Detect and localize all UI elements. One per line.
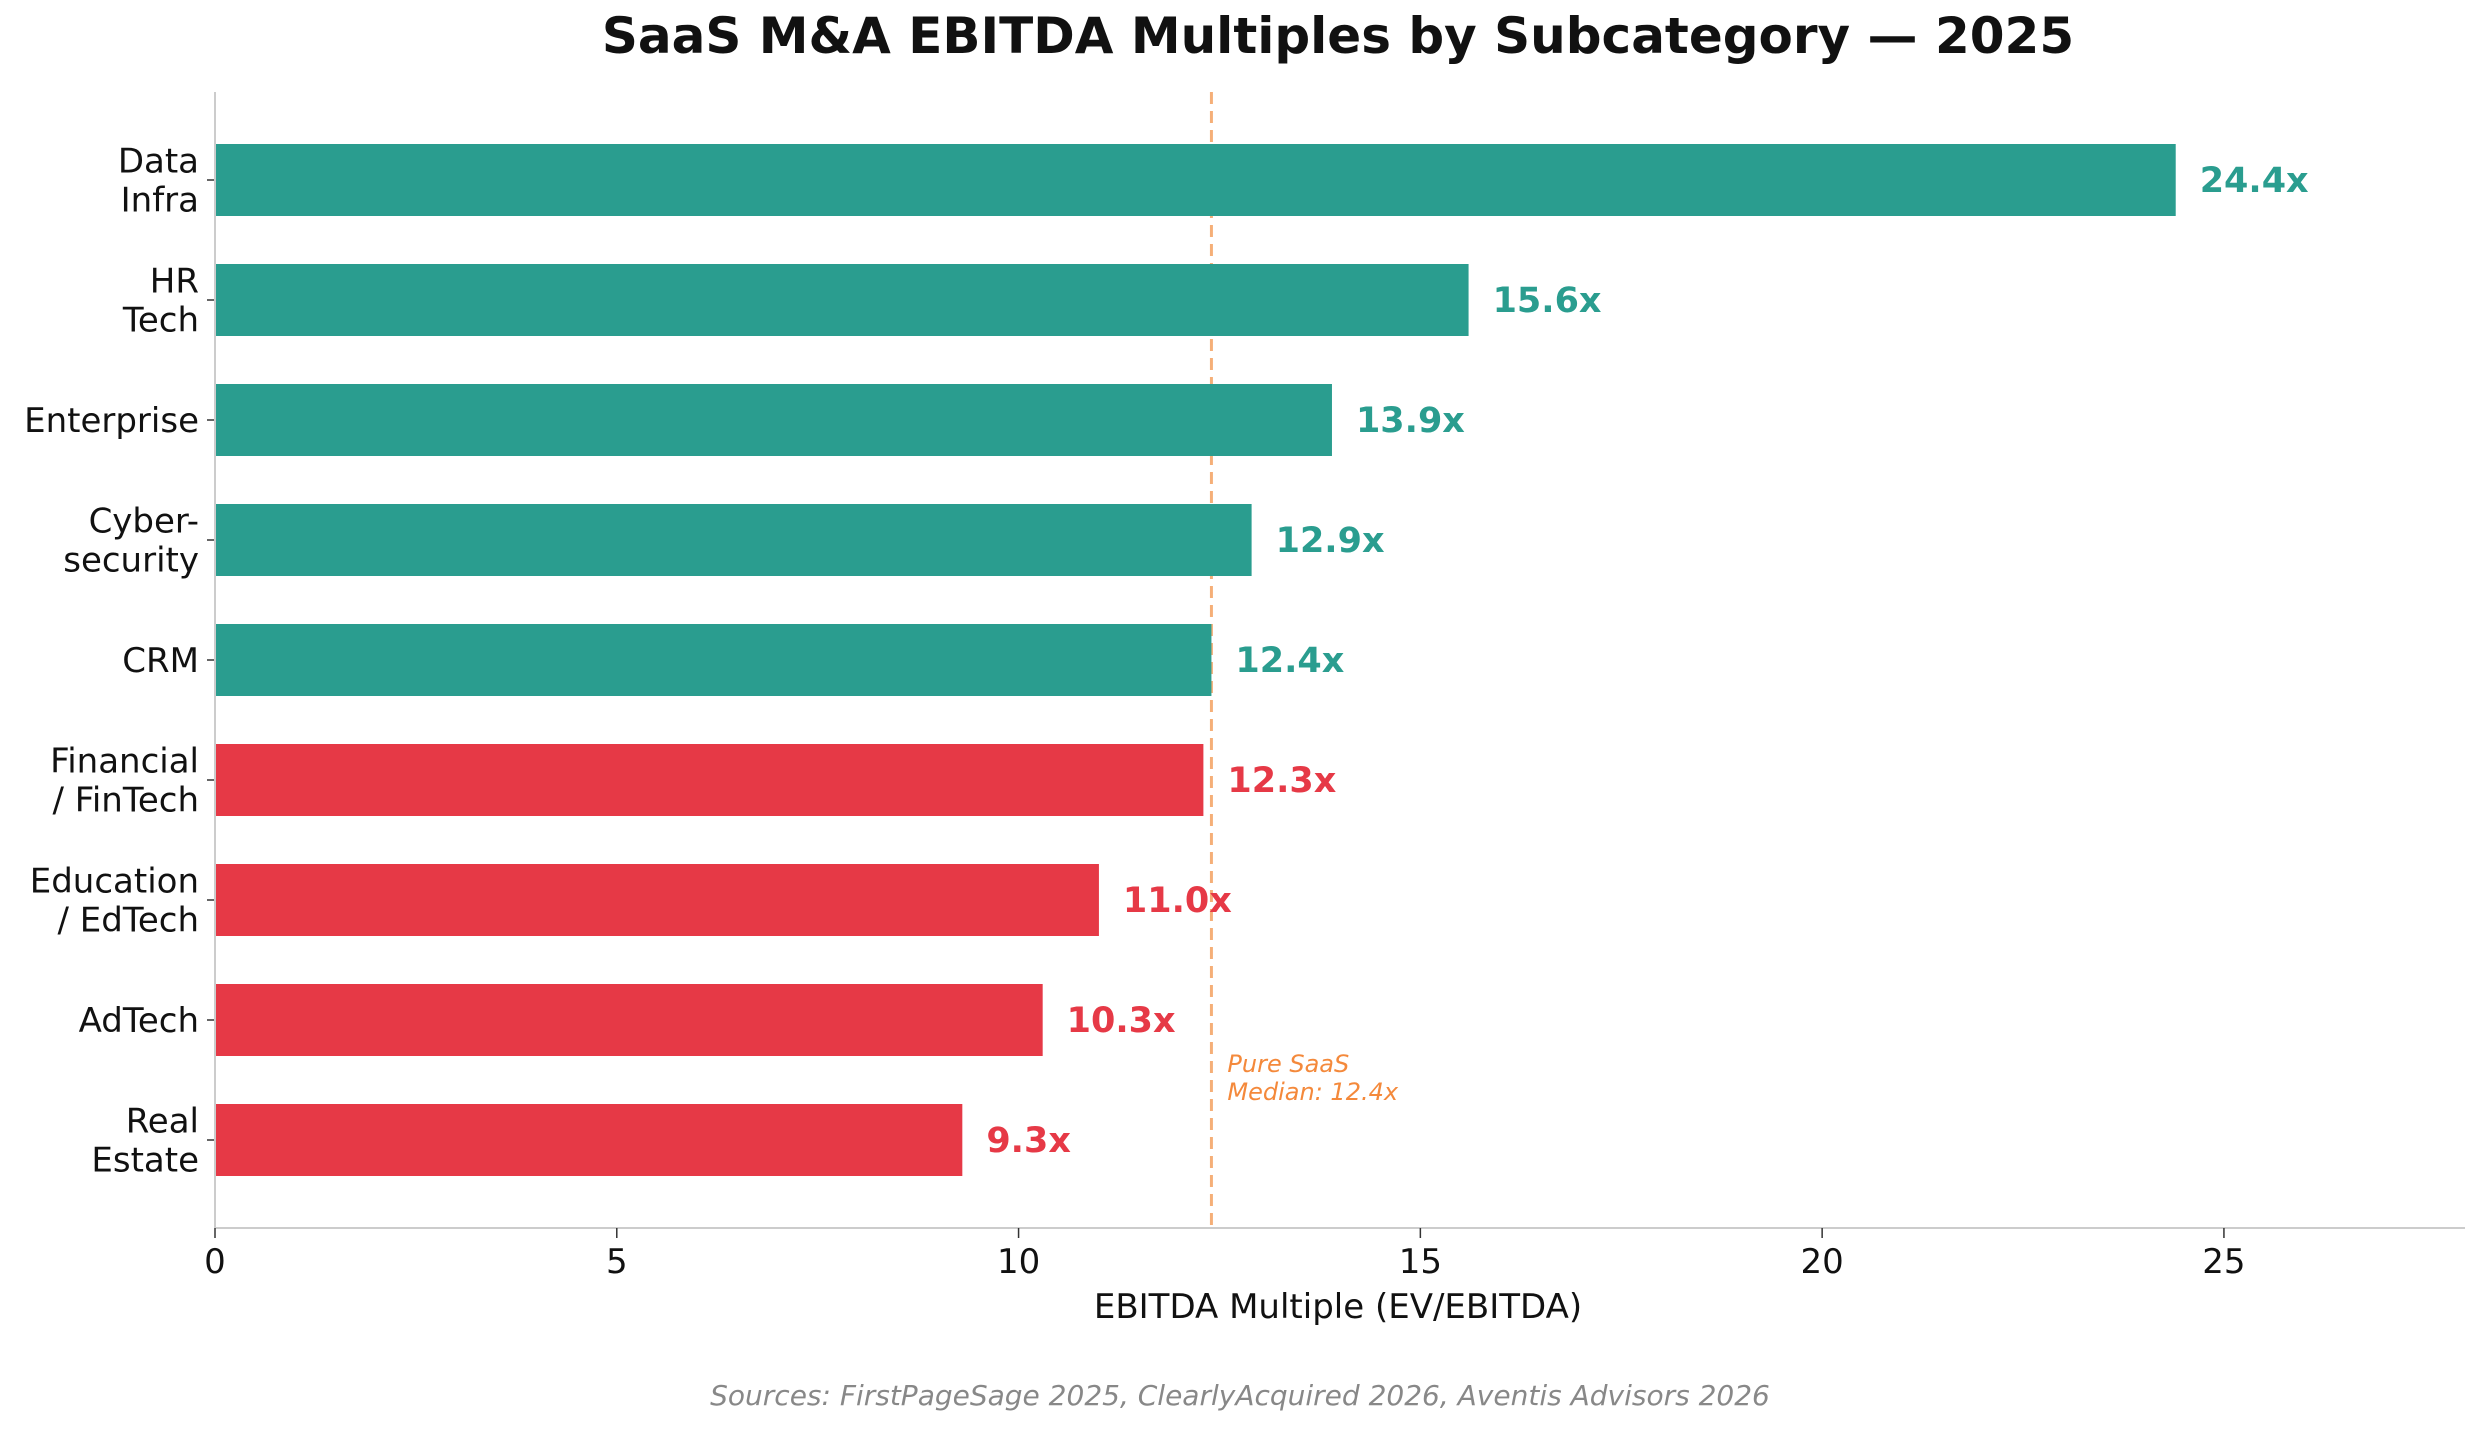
x-tick-label: 15: [1399, 1242, 1442, 1282]
y-tick-label: Enterprise: [24, 401, 199, 441]
y-tick-label: Tech: [122, 301, 199, 341]
y-tick-label: AdTech: [79, 1001, 199, 1041]
x-tick-label: 0: [204, 1242, 226, 1282]
bar: [215, 144, 2176, 216]
x-axis-label: EBITDA Multiple (EV/EBITDA): [1094, 1287, 1582, 1327]
bar: [215, 624, 1212, 696]
median-reference-label: Median: 12.4x: [1227, 1078, 1398, 1106]
y-tick-label: Cyber-: [89, 502, 199, 542]
bars-group: [215, 144, 2176, 1176]
value-labels: 24.4x 15.6x 13.9x 12.9x 12.4x 12.3x 11.0x 10.3x…: [986, 161, 2309, 1161]
y-tick-label: security: [63, 541, 199, 581]
bar-value-label: 12.3x: [1227, 761, 1336, 801]
median-reference-label: Pure SaaS: [1227, 1050, 1349, 1078]
y-axis: [207, 92, 216, 1228]
y-tick-label: Infra: [121, 181, 199, 221]
bar: [215, 264, 1469, 336]
bar: [215, 864, 1099, 936]
x-tick-label: 20: [1801, 1242, 1844, 1282]
x-tick-label: 10: [997, 1242, 1040, 1282]
y-tick-label: / EdTech: [58, 901, 199, 941]
bar: [215, 504, 1252, 576]
bar: [215, 984, 1043, 1056]
y-tick-label: Education: [30, 862, 199, 902]
y-tick-label: Estate: [91, 1141, 199, 1181]
x-axis: 0 5 10 15 20 25: [204, 1227, 2465, 1282]
source-note: Sources: FirstPageSage 2025, ClearlyAcqu…: [710, 1379, 1770, 1412]
y-tick-label: Real: [126, 1102, 199, 1142]
bar-value-label: 10.3x: [1067, 1001, 1176, 1041]
x-tick-label: 25: [2202, 1242, 2245, 1282]
y-tick-label: Data: [118, 142, 199, 182]
bar-value-label: 12.4x: [1235, 641, 1344, 681]
bar: [215, 1104, 963, 1176]
bar: [215, 744, 1204, 816]
y-tick-label: CRM: [122, 641, 199, 681]
bar-value-label: 11.0x: [1123, 881, 1232, 921]
bar-value-label: 24.4x: [2200, 161, 2309, 201]
x-tick-label: 5: [606, 1242, 628, 1282]
bar-value-label: 15.6x: [1493, 281, 1602, 321]
chart-title: SaaS M&A EBITDA Multiples by Subcategory…: [602, 7, 2074, 65]
y-tick-label: Financial: [50, 742, 199, 782]
y-tick-label: / FinTech: [53, 781, 200, 821]
bar-value-label: 13.9x: [1356, 401, 1465, 441]
bar-value-label: 12.9x: [1276, 521, 1385, 561]
bar: [215, 384, 1332, 456]
bar-value-label: 9.3x: [986, 1121, 1071, 1161]
y-tick-label: HR: [150, 262, 199, 302]
